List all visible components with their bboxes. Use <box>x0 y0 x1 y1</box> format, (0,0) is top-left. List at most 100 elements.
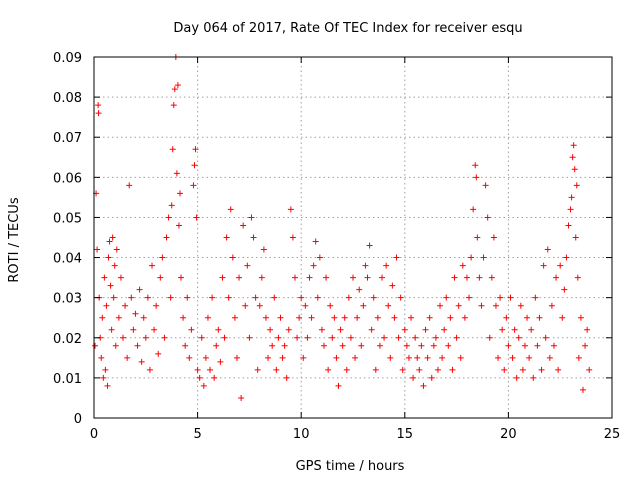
x-tick-label: 15 <box>397 427 414 442</box>
data-point <box>223 234 230 241</box>
data-point <box>374 314 381 321</box>
data-point <box>497 294 504 301</box>
data-point <box>513 374 520 381</box>
data-point <box>316 254 323 261</box>
y-tick-label: 0.04 <box>53 252 82 267</box>
data-point <box>318 326 325 333</box>
data-point <box>122 302 129 309</box>
data-point <box>443 294 450 301</box>
data-point <box>492 302 499 309</box>
data-point <box>476 274 483 281</box>
data-point <box>283 374 290 381</box>
data-point <box>169 146 176 153</box>
data-point <box>484 214 491 221</box>
data-point <box>430 342 437 349</box>
x-tick-label: 20 <box>500 427 517 442</box>
data-point <box>287 206 294 213</box>
data-point <box>186 354 193 361</box>
data-point <box>155 350 162 357</box>
data-point <box>174 82 181 89</box>
data-point <box>153 302 160 309</box>
data-point <box>109 234 116 241</box>
data-point <box>124 354 131 361</box>
data-point <box>548 302 555 309</box>
data-point <box>383 262 390 269</box>
data-point <box>555 366 562 373</box>
data-point <box>561 286 568 293</box>
y-tick-label: 0.05 <box>53 211 82 226</box>
data-point <box>238 394 245 401</box>
data-point <box>170 102 177 109</box>
data-point <box>178 274 185 281</box>
y-tick-label: 0.02 <box>53 332 82 347</box>
data-point <box>165 214 172 221</box>
data-point <box>325 366 332 373</box>
data-point <box>538 366 545 373</box>
data-point <box>347 334 354 341</box>
data-point <box>289 234 296 241</box>
data-point <box>275 334 282 341</box>
data-point <box>439 354 446 361</box>
y-axis-label: ROTI / TECUs <box>7 197 22 282</box>
data-point <box>389 282 396 289</box>
data-point <box>345 294 352 301</box>
data-point <box>515 334 522 341</box>
data-point <box>92 342 99 349</box>
data-point <box>501 366 508 373</box>
data-point <box>163 234 170 241</box>
data-point <box>542 334 549 341</box>
data-point <box>521 342 528 349</box>
data-point <box>101 274 108 281</box>
data-point <box>229 254 236 261</box>
data-point <box>262 314 269 321</box>
data-point <box>136 286 143 293</box>
data-point <box>94 246 101 253</box>
data-point <box>428 374 435 381</box>
data-point <box>213 342 220 349</box>
data-point <box>128 294 135 301</box>
data-point <box>387 354 394 361</box>
data-point <box>95 102 102 109</box>
data-point <box>511 326 518 333</box>
data-point <box>110 294 117 301</box>
data-point <box>95 110 102 117</box>
data-point <box>273 366 280 373</box>
data-point <box>534 342 541 349</box>
plot-frame <box>93 56 613 419</box>
data-point <box>459 262 466 269</box>
data-point <box>405 354 412 361</box>
data-point <box>296 314 303 321</box>
data-point <box>184 294 191 301</box>
data-point <box>408 314 415 321</box>
data-point <box>447 314 454 321</box>
data-point <box>584 326 591 333</box>
data-point <box>536 314 543 321</box>
data-point <box>575 354 582 361</box>
data-point <box>198 334 205 341</box>
data-point <box>236 274 243 281</box>
data-point <box>526 354 533 361</box>
data-point <box>190 182 197 189</box>
data-point <box>354 314 361 321</box>
y-tick-label: 0.03 <box>53 292 82 307</box>
data-point <box>441 326 448 333</box>
data-point <box>524 314 531 321</box>
data-point <box>372 366 379 373</box>
chart-title: Day 064 of 2017, Rate Of TEC Index for r… <box>173 21 522 36</box>
data-point <box>412 334 419 341</box>
data-point <box>209 294 216 301</box>
data-point <box>472 162 479 169</box>
data-point <box>490 234 497 241</box>
data-point <box>350 274 356 281</box>
data-point <box>168 202 175 209</box>
data-point <box>140 314 147 321</box>
data-point <box>302 302 309 309</box>
data-point <box>370 294 377 301</box>
data-point <box>503 314 510 321</box>
data-point <box>474 234 481 241</box>
data-point <box>577 314 584 321</box>
data-point <box>130 326 137 333</box>
data-point <box>314 294 321 301</box>
data-point <box>173 170 180 177</box>
